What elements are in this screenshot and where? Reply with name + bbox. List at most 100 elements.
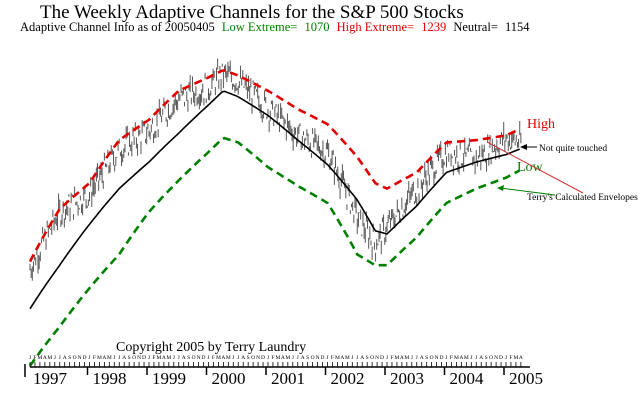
- x-month-label: N: [137, 355, 141, 361]
- x-month-label: O: [192, 355, 196, 361]
- copyright: Copyright 2005 by Terry Laundry: [116, 340, 307, 355]
- x-month-label: M: [394, 355, 399, 361]
- high-channel-line: [28, 69, 521, 263]
- x-month-label: J: [326, 355, 329, 361]
- x-month-label: J: [54, 355, 57, 361]
- x-month-label: D: [440, 355, 444, 361]
- x-month-label: M: [285, 355, 290, 361]
- x-month-label: M: [226, 355, 231, 361]
- x-month-label: A: [340, 355, 344, 361]
- x-year-label: 1999: [152, 369, 186, 388]
- x-month-label: M: [47, 355, 52, 361]
- x-month-label: A: [360, 355, 364, 361]
- x-month-label: D: [380, 355, 384, 361]
- x-month-label: J: [29, 355, 32, 361]
- x-month-label: F: [509, 355, 512, 361]
- x-month-label: M: [37, 355, 42, 361]
- x-month-label: D: [499, 355, 503, 361]
- x-month-label: J: [232, 355, 235, 361]
- x-month-label: J: [267, 355, 270, 361]
- x-month-label: N: [375, 355, 379, 361]
- x-month-label: F: [450, 355, 453, 361]
- x-month-label: M: [275, 355, 280, 361]
- x-month-label: J: [470, 355, 473, 361]
- annotation-envelopes: Terry's Calculated Envelopes: [527, 193, 638, 203]
- x-month-label: J: [118, 355, 121, 361]
- x-month-label: A: [301, 355, 305, 361]
- x-month-label: A: [43, 355, 47, 361]
- x-month-label: F: [331, 355, 334, 361]
- x-month-label: J: [445, 355, 448, 361]
- x-month-label: N: [256, 355, 260, 361]
- x-month-label: O: [370, 355, 374, 361]
- neutral-value: 1154: [505, 20, 530, 34]
- x-month-label: A: [241, 355, 245, 361]
- x-month-label: A: [519, 355, 523, 361]
- low-extreme-value: 1070: [304, 20, 330, 34]
- annotation-low: Low: [517, 160, 544, 175]
- x-year-label: 2002: [331, 369, 365, 388]
- x-month-label: M: [464, 355, 469, 361]
- x-month-label: F: [212, 355, 215, 361]
- x-month-label: M: [97, 355, 102, 361]
- x-month-label: A: [281, 355, 285, 361]
- x-month-label: M: [454, 355, 459, 361]
- x-month-label: O: [489, 355, 493, 361]
- x-month-label: A: [102, 355, 106, 361]
- x-month-label: J: [237, 355, 240, 361]
- annotation-high: High: [527, 117, 555, 132]
- x-month-label: A: [420, 355, 424, 361]
- x-month-label: A: [400, 355, 404, 361]
- x-month-label: J: [297, 355, 300, 361]
- x-year-label: 2005: [509, 369, 543, 388]
- x-month-label: A: [479, 355, 483, 361]
- x-year-label: 2001: [271, 369, 305, 388]
- x-year-label: 2003: [390, 369, 424, 388]
- x-month-label: J: [505, 355, 508, 361]
- x-year-label: 2004: [450, 369, 485, 388]
- arrowhead-icon: [520, 144, 527, 150]
- x-month-label: A: [459, 355, 463, 361]
- x-month-label: O: [430, 355, 434, 361]
- x-month-label: N: [78, 355, 82, 361]
- x-month-label: O: [132, 355, 136, 361]
- channel-info: Adaptive Channel Info as of 20050405 Low…: [20, 20, 534, 35]
- x-month-label: A: [122, 355, 126, 361]
- high-extreme-label: High Extreme=: [336, 20, 415, 34]
- x-year-label: 2000: [212, 369, 246, 388]
- x-month-label: J: [178, 355, 181, 361]
- x-month-label: J: [207, 355, 210, 361]
- x-month-label: S: [485, 355, 488, 361]
- x-month-label: J: [173, 355, 176, 361]
- neutral-channel-line: [29, 90, 520, 310]
- x-month-label: A: [182, 355, 186, 361]
- low-extreme-label: Low Extreme=: [221, 20, 298, 34]
- x-month-label: F: [152, 355, 155, 361]
- x-month-label: J: [88, 355, 91, 361]
- x-month-label: M: [156, 355, 161, 361]
- x-month-label: M: [345, 355, 350, 361]
- annotation-not-quite-touched: Not quite touched: [539, 144, 607, 154]
- x-month-label: N: [316, 355, 320, 361]
- x-month-label: J: [356, 355, 359, 361]
- x-month-label: O: [73, 355, 77, 361]
- x-month-label: J: [148, 355, 151, 361]
- x-month-label: M: [513, 355, 518, 361]
- x-month-label: S: [187, 355, 190, 361]
- arrow-envelopes-green: [499, 187, 556, 196]
- x-month-label: S: [306, 355, 309, 361]
- info-label: Adaptive Channel Info as of 20050405: [20, 20, 215, 34]
- x-month-label: J: [351, 355, 354, 361]
- x-month-label: J: [386, 355, 389, 361]
- x-month-label: F: [33, 355, 36, 361]
- x-month-label: S: [128, 355, 131, 361]
- x-month-label: M: [404, 355, 409, 361]
- x-month-label: J: [113, 355, 116, 361]
- x-month-label: J: [292, 355, 295, 361]
- x-month-label: A: [221, 355, 225, 361]
- low-channel-line: [28, 136, 521, 367]
- x-month-label: J: [59, 355, 62, 361]
- arrowhead-icon: [497, 185, 504, 191]
- x-month-label: J: [416, 355, 419, 361]
